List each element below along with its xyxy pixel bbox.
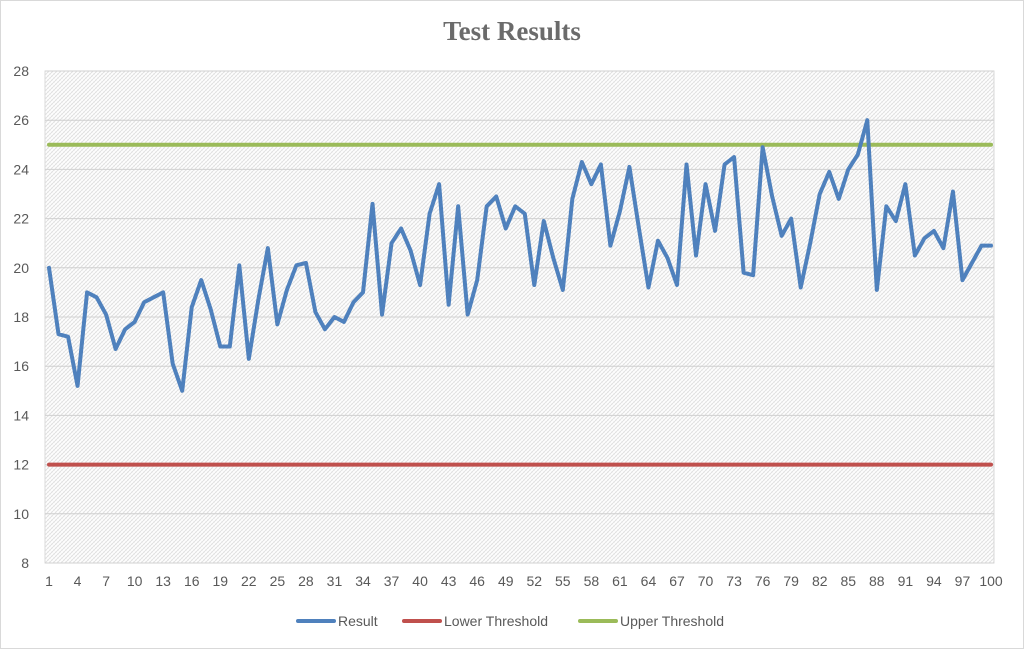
x-tick-label: 22 [241,573,257,589]
x-tick-label: 37 [384,573,400,589]
x-tick-label: 4 [74,573,82,589]
x-tick-label: 25 [270,573,286,589]
x-tick-label: 16 [184,573,200,589]
x-tick-label: 52 [526,573,542,589]
chart-title: Test Results [443,16,581,46]
x-tick-label: 88 [869,573,885,589]
y-tick-label: 22 [13,211,29,227]
x-tick-label: 100 [979,573,1003,589]
x-tick-label: 28 [298,573,314,589]
y-tick-label: 12 [13,457,29,473]
x-tick-label: 55 [555,573,571,589]
x-tick-label: 61 [612,573,628,589]
legend-item-upper-threshold: Upper Threshold [578,611,724,631]
y-tick-label: 10 [13,506,29,522]
x-tick-label: 79 [783,573,799,589]
y-tick-label: 26 [13,112,29,128]
x-tick-label: 10 [127,573,143,589]
x-tick-label: 43 [441,573,457,589]
x-tick-label: 1 [45,573,53,589]
series-line-result [47,118,993,393]
y-axis: 8 10 12 14 16 18 20 22 24 26 28 [13,63,29,571]
legend-label-result: Result [338,613,378,629]
x-tick-label: 76 [755,573,771,589]
legend-swatch-result [296,619,336,623]
y-tick-label: 8 [21,555,29,571]
x-tick-label: 97 [955,573,971,589]
x-axis: 1 4 7 10 13 16 19 22 25 28 31 34 37 40 43 46 49 52 55 58 61 6… [45,573,1003,589]
x-tick-label: 70 [698,573,714,589]
y-tick-label: 24 [13,161,29,177]
legend: Result Lower Threshold Upper Threshold [0,611,1024,631]
x-tick-label: 19 [212,573,228,589]
legend-item-result: Result [296,611,378,631]
x-tick-label: 85 [840,573,856,589]
legend-label-lower-threshold: Lower Threshold [444,613,549,629]
x-tick-label: 73 [726,573,742,589]
y-tick-label: 18 [13,309,29,325]
x-tick-label: 82 [812,573,828,589]
legend-swatch-lower-threshold [402,619,442,623]
x-tick-label: 31 [327,573,343,589]
x-tick-label: 40 [412,573,428,589]
x-tick-label: 7 [102,573,110,589]
y-tick-label: 14 [13,407,29,423]
x-tick-label: 58 [584,573,600,589]
x-tick-label: 49 [498,573,514,589]
y-tick-label: 20 [13,260,29,276]
x-tick-label: 46 [469,573,485,589]
series-lines [47,118,993,467]
x-tick-label: 13 [155,573,171,589]
y-tick-label: 16 [13,358,29,374]
legend-item-lower-threshold: Lower Threshold [402,611,548,631]
legend-label-upper-threshold: Upper Threshold [620,613,725,629]
x-tick-label: 67 [669,573,685,589]
x-tick-label: 64 [641,573,657,589]
x-tick-label: 91 [898,573,914,589]
legend-swatch-upper-threshold [578,619,618,623]
x-tick-label: 94 [926,573,942,589]
x-tick-label: 34 [355,573,371,589]
y-tick-label: 28 [13,63,29,79]
